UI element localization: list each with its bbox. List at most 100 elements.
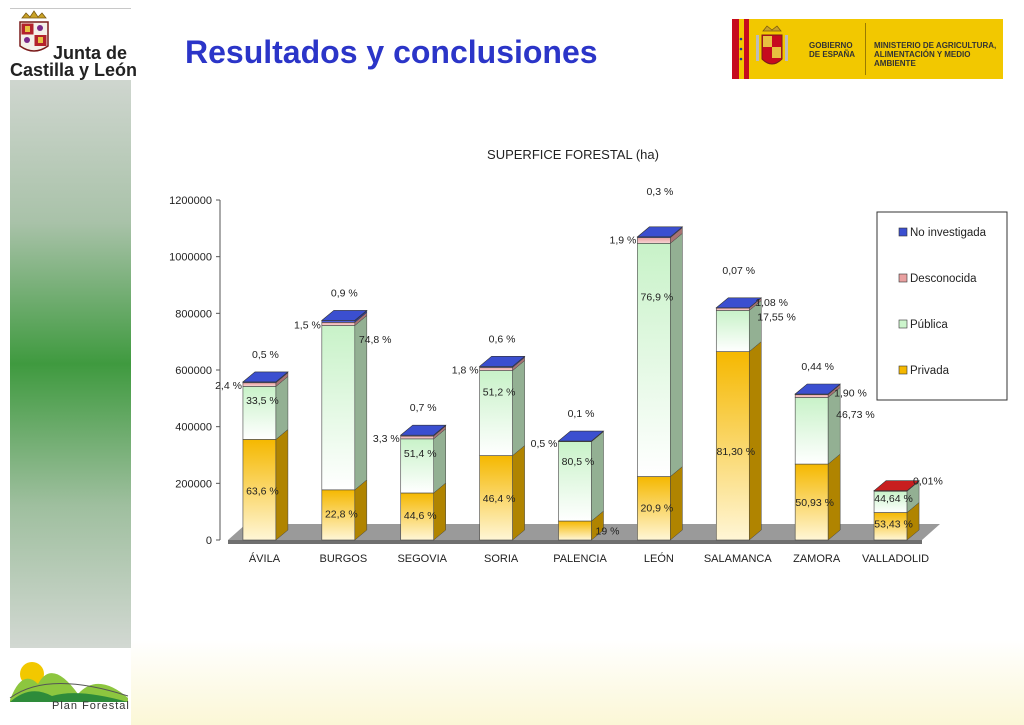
- bar-segment-pública: [479, 370, 513, 456]
- left-gradient-bar: [10, 80, 131, 648]
- legend-swatch: [898, 227, 908, 237]
- chart-title: SUPERFICE FORESTAL (ha): [487, 147, 659, 162]
- y-tick-label: 0: [206, 535, 212, 547]
- data-label: 1,5 %: [294, 319, 321, 331]
- top-rule: [10, 8, 131, 9]
- bar-top-face: [794, 383, 841, 395]
- hills-sun-icon: [9, 662, 129, 702]
- spain-flag-shield-icon: [732, 19, 788, 79]
- org-name-line2: Castilla y León: [10, 60, 138, 80]
- data-label: 17,55 %: [757, 312, 796, 324]
- ministry-label: MINISTERIO DE AGRICULTURA, ALIMENTACIÓN …: [874, 41, 997, 68]
- bar-segment-pública: [558, 441, 592, 522]
- data-label: 76,9 %: [641, 292, 674, 304]
- legend-label: Privada: [910, 365, 950, 377]
- data-label: 0,5 %: [252, 349, 279, 361]
- org-name-line1: Junta de: [53, 43, 128, 63]
- data-label: 0,07 %: [722, 265, 755, 277]
- bar-segment-desconocida: [715, 307, 750, 311]
- plan-forestal-label: Plan Forestal: [52, 700, 130, 712]
- bar-segment-pública: [321, 325, 356, 491]
- chart-legend: No investigada Desconocida Pública Privada: [876, 211, 1008, 401]
- data-label: 50,93 %: [795, 497, 834, 509]
- coat-of-arms-icon: [19, 10, 49, 52]
- bar-segment-privada: [479, 455, 513, 541]
- y-tick-label: 600000: [175, 365, 212, 377]
- bar-segment-privada: [558, 520, 592, 541]
- legend-swatch: [898, 365, 908, 375]
- y-tick-label: 800000: [175, 308, 212, 320]
- data-label: 53,43 %: [874, 519, 913, 531]
- data-label: 51,2 %: [483, 386, 516, 398]
- data-label: 0,6 %: [489, 333, 516, 345]
- data-label: 33,5 %: [246, 395, 279, 407]
- data-label: 0,1 %: [568, 408, 595, 420]
- chart-axes: 0 200000 400000 600000 800000 1000000 1200000: [169, 195, 221, 547]
- bar-segment-privada: [400, 492, 435, 541]
- data-label: 44,64 %: [874, 493, 913, 505]
- bar-segment-desconocida: [479, 367, 513, 371]
- forest-area-chart: SUPERFICE FORESTAL (ha) 0 200000 400000 600…: [169, 147, 1008, 565]
- bar-segment-pública: [794, 397, 829, 465]
- bar-segment-pública: [637, 243, 671, 477]
- chart-floor-front: [228, 540, 922, 544]
- bar-segment-desconocida: [400, 435, 435, 440]
- data-label: 63,6 %: [246, 486, 279, 498]
- data-label: 80,5 %: [562, 456, 595, 468]
- legend-label: Desconocida: [910, 273, 977, 285]
- y-tick-label: 400000: [175, 422, 212, 434]
- x-category-label: LEÓN: [644, 552, 674, 565]
- data-label: 46,73 %: [836, 409, 875, 421]
- bar-side-face: [275, 375, 289, 440]
- bar-segment-pública: [242, 386, 277, 440]
- data-label: 0,01%: [913, 476, 943, 488]
- bar-top-face: [636, 226, 684, 238]
- legend-swatch: [898, 273, 908, 283]
- bottom-gradient-band: [131, 640, 1024, 725]
- chart-bars: [242, 226, 920, 541]
- bar-side-face: [275, 428, 289, 541]
- legend-box: [876, 211, 1008, 401]
- data-label: 1,9 %: [610, 235, 637, 247]
- x-category-label: ÁVILA: [249, 552, 281, 565]
- page-title: Resultados y conclusiones: [185, 34, 598, 70]
- data-label: 1,08 %: [755, 297, 788, 309]
- bar-top-face: [478, 356, 526, 367]
- x-category-label: BURGOS: [319, 553, 367, 565]
- bar-side-face: [591, 431, 604, 522]
- bar-segment-desconocida: [794, 394, 829, 398]
- data-label: 46,4 %: [483, 493, 516, 505]
- bar-side-face: [433, 428, 446, 494]
- bar-segment-privada: [715, 351, 750, 541]
- bar-segment-pública: [715, 310, 750, 352]
- bar-segment-pública: [400, 438, 435, 494]
- data-label: 20,9 %: [641, 502, 674, 514]
- x-category-label: SALAMANCA: [704, 553, 773, 565]
- data-label: 22,8 %: [325, 508, 358, 520]
- junta-castilla-leon-logo: [19, 10, 49, 52]
- gov-divider: [865, 23, 866, 75]
- data-label: 44,6 %: [404, 510, 437, 522]
- bar-top-face: [242, 371, 289, 383]
- bar-segment-desconocida: [637, 237, 671, 244]
- legend-label: Pública: [910, 319, 948, 331]
- bar-top-face: [715, 297, 763, 309]
- bar-segment-desconocida: [242, 382, 277, 387]
- data-label: 0,3 %: [646, 186, 673, 198]
- data-label: 74,8 %: [359, 334, 392, 346]
- data-label: 1,90 %: [834, 388, 867, 400]
- data-label: 3,3 %: [373, 433, 400, 445]
- x-category-label: SORIA: [484, 553, 519, 565]
- plan-forestal-logo: [9, 662, 129, 702]
- data-label: 19 %: [596, 526, 620, 538]
- bar-top-face: [557, 430, 605, 442]
- data-label: 0,5 %: [531, 438, 558, 450]
- bar-segment-desconocida: [321, 322, 356, 326]
- bar-segment-privada: [321, 489, 356, 541]
- bar-top-face: [321, 310, 368, 321]
- y-tick-label: 1000000: [169, 252, 212, 264]
- data-label: 0,44 %: [801, 361, 834, 373]
- chart-data-labels: ÁVILA 63,6 % 33,5 % 2,4 % 0,5 % BURGOS 22,8 % 7…: [215, 186, 943, 565]
- data-label: 81,30 %: [717, 446, 756, 458]
- data-label: 0,9 %: [331, 287, 358, 299]
